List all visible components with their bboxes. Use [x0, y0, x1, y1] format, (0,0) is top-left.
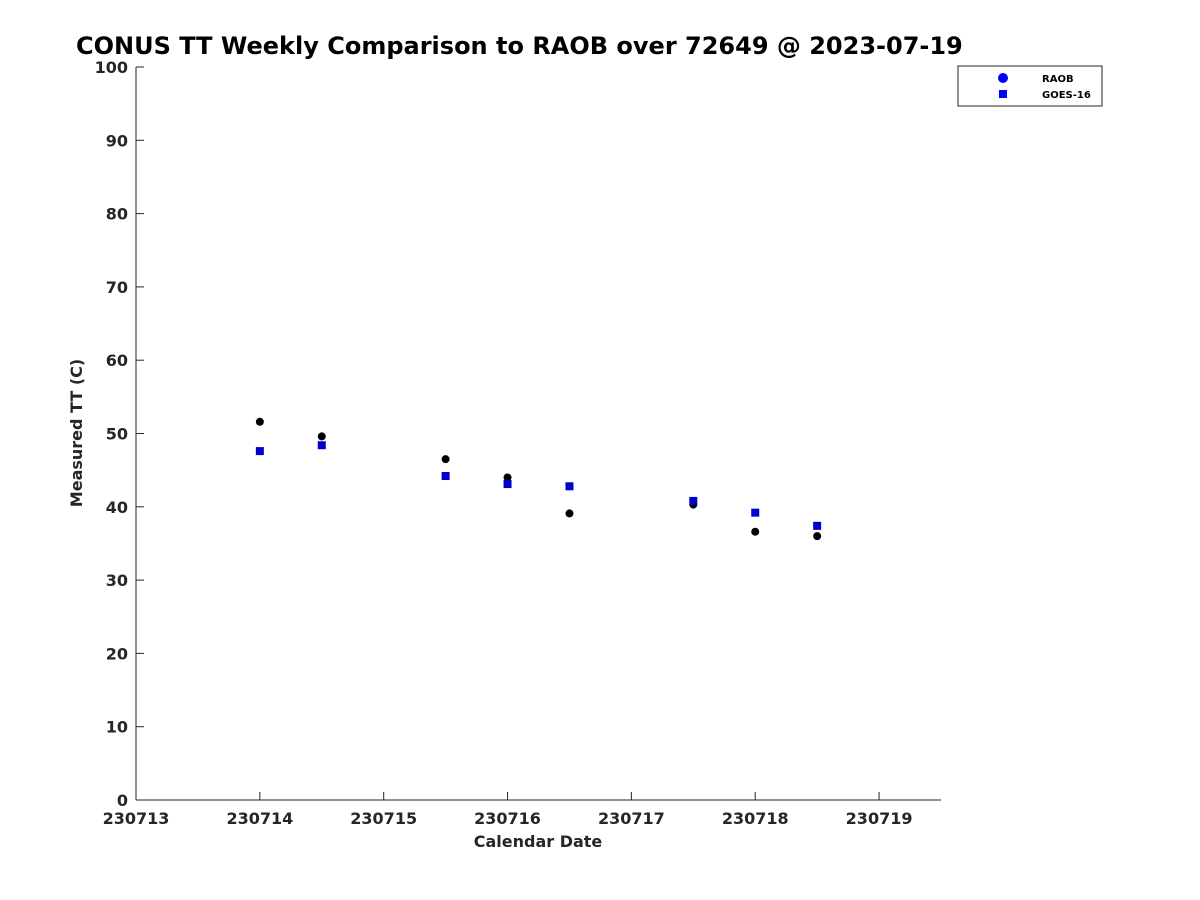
- x-tick-label: 230715: [350, 809, 417, 828]
- legend-box: [957, 65, 1103, 107]
- x-tick-label: 230713: [103, 809, 170, 828]
- y-tick-label: 60: [106, 351, 128, 370]
- raob-point: [441, 455, 450, 464]
- legend: RAOB GOES-16: [957, 65, 1103, 107]
- raob-point: [813, 532, 822, 541]
- goes-16-point: [503, 480, 512, 489]
- y-tick-label: 0: [117, 791, 128, 810]
- data-points: [255, 417, 822, 541]
- y-tick-label: 10: [106, 718, 128, 737]
- legend-square-marker: [999, 90, 1007, 98]
- raob-point: [565, 509, 574, 518]
- chart-title: CONUS TT Weekly Comparison to RAOB over …: [76, 32, 963, 60]
- y-tick-label: 80: [106, 205, 128, 224]
- y-tick-label: 30: [106, 571, 128, 590]
- x-tick-label: 230719: [846, 809, 913, 828]
- x-axis-label: Calendar Date: [474, 832, 603, 851]
- y-tick-label: 20: [106, 644, 128, 663]
- y-tick-label: 50: [106, 425, 128, 444]
- x-tick-label: 230716: [474, 809, 541, 828]
- legend-circle-marker: [998, 73, 1008, 83]
- y-tick-label: 100: [95, 58, 128, 77]
- y-tick-label: 90: [106, 131, 128, 150]
- x-tick-label: 230718: [722, 809, 789, 828]
- y-tick-label: 70: [106, 278, 128, 297]
- raob-point: [255, 417, 264, 426]
- raob-point: [503, 473, 512, 482]
- y-axis-label: Measured TT (C): [67, 359, 86, 507]
- goes-16-point: [441, 472, 450, 481]
- goes-16-point: [751, 508, 760, 517]
- legend-label: GOES-16: [1042, 90, 1091, 101]
- goes-16-point: [317, 441, 326, 450]
- raob-point: [317, 432, 326, 441]
- y-tick-label: 40: [106, 498, 128, 517]
- goes-16-point: [689, 496, 698, 505]
- axes: 0 10 20 30 40 50 60 70 80 90 100 230713 230714 230715…: [95, 58, 941, 828]
- series-raob: [255, 417, 822, 541]
- x-tick-label: 230717: [598, 809, 665, 828]
- goes-16-point: [565, 482, 574, 491]
- goes-16-point: [813, 521, 822, 530]
- series-goes-16: [255, 441, 822, 530]
- legend-label: RAOB: [1042, 74, 1074, 85]
- raob-point: [751, 527, 760, 536]
- x-tick-label: 230714: [226, 809, 293, 828]
- goes-16-point: [255, 447, 264, 456]
